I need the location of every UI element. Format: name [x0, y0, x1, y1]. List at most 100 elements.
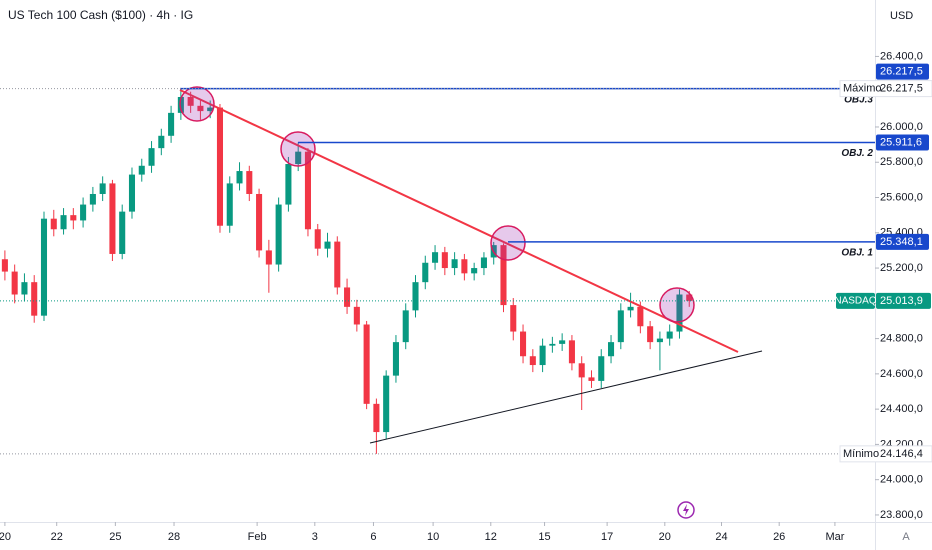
- candle-body: [451, 259, 458, 269]
- candle-body: [265, 250, 272, 265]
- candle-body: [676, 294, 683, 332]
- target-tag: [876, 134, 929, 151]
- candle-body: [148, 148, 155, 166]
- y-tick-label: 24.400,0: [880, 403, 923, 415]
- x-tick-label: 17: [601, 531, 613, 543]
- candle-body: [285, 164, 292, 205]
- extreme-name: Mínimo: [843, 448, 879, 460]
- candle-body: [549, 343, 556, 346]
- y-tick-label: 24.000,0: [880, 474, 923, 486]
- candle-body: [99, 183, 106, 194]
- extreme-tag-bg: [839, 445, 932, 463]
- candle-body: [80, 204, 87, 221]
- candle-body: [520, 331, 527, 357]
- auto-scale[interactable]: A: [902, 531, 910, 543]
- candle-body: [177, 96, 184, 113]
- x-tick-label: Feb: [248, 531, 267, 543]
- candle-body: [89, 193, 96, 205]
- candle-body: [216, 107, 224, 226]
- candle-body: [50, 218, 57, 230]
- candle-body: [70, 215, 77, 221]
- candle-body: [656, 338, 663, 343]
- x-tick-label: 25: [109, 531, 121, 543]
- x-tick-label: 12: [485, 531, 497, 543]
- extreme-tag-label: 26.217,5: [880, 83, 923, 95]
- candle-body: [119, 211, 126, 254]
- candle-body: [480, 257, 487, 269]
- target-tag-label: 26.217,5: [880, 66, 923, 78]
- candle-body: [422, 262, 429, 283]
- x-tick-label: 26: [773, 531, 785, 543]
- candle-body: [226, 183, 233, 226]
- target-label: OBJ. 2: [841, 148, 873, 159]
- symbol-tag: [836, 292, 875, 309]
- target-tag-label: 25.911,6: [880, 136, 922, 148]
- target-tag: [876, 63, 929, 80]
- candle-body: [21, 282, 28, 295]
- candle-body: [109, 183, 116, 254]
- candle-body: [529, 356, 536, 366]
- candle-body: [246, 171, 253, 194]
- candle-body: [539, 345, 546, 366]
- candle-body: [617, 310, 624, 343]
- candle-body: [588, 377, 595, 381]
- resistance-trendline: [179, 89, 739, 353]
- target-tag-label: 25.348,1: [880, 236, 923, 248]
- candle-body: [471, 268, 478, 274]
- candle-body: [31, 282, 38, 316]
- y-tick-label: 24.800,0: [880, 333, 923, 345]
- candle-body: [60, 215, 67, 230]
- y-tick-label: 25.600,0: [880, 191, 923, 203]
- y-tick-label: 25.200,0: [880, 262, 923, 274]
- currency: USD: [890, 10, 913, 22]
- candle-body: [500, 245, 507, 306]
- symbol-tag-label: NASDAQ: [834, 296, 876, 307]
- candle-body: [402, 310, 409, 343]
- x-tick-label: 15: [538, 531, 550, 543]
- extreme-tag-bg: [839, 80, 932, 98]
- x-tick-label: 10: [427, 531, 439, 543]
- x-tick-label: Mar: [825, 531, 844, 543]
- candle-body: [314, 229, 321, 249]
- x-tick-label: 3: [312, 531, 318, 543]
- target-label: OBJ. 1: [841, 248, 873, 259]
- candle-body: [304, 151, 311, 230]
- candle-body: [383, 375, 390, 433]
- candle-body: [598, 356, 605, 381]
- x-tick-label: 28: [168, 531, 180, 543]
- support-trendline: [369, 350, 763, 444]
- candle-body: [138, 165, 145, 175]
- y-tick-label: 24.600,0: [880, 368, 923, 380]
- y-tick-label: 26.000,0: [880, 121, 923, 133]
- x-tick-label: 22: [51, 531, 63, 543]
- extreme-name: Máximo: [843, 83, 882, 95]
- y-tick-label: 23.800,0: [880, 509, 923, 521]
- last-price-tag: [876, 292, 931, 309]
- x-tick-label: 24: [715, 531, 727, 543]
- touch-highlight: [179, 86, 215, 122]
- extreme-tag-label: 24.146,4: [880, 448, 923, 460]
- candle-body: [647, 326, 654, 343]
- candle-body: [334, 241, 341, 288]
- candle-body: [11, 271, 18, 295]
- touch-highlight: [659, 287, 695, 323]
- candle-body: [168, 112, 175, 136]
- candle-body: [363, 324, 370, 404]
- alert-icon[interactable]: [677, 501, 695, 519]
- candle-body: [275, 204, 282, 265]
- candle-body: [353, 306, 360, 325]
- candle-body: [637, 306, 644, 327]
- candle-body: [197, 105, 204, 112]
- candle-body: [432, 252, 439, 263]
- chart-title: US Tech 100 Cash ($100) · 4h · IG: [8, 8, 193, 22]
- candle-body: [666, 331, 673, 339]
- candle-body: [578, 363, 585, 378]
- candle-body: [344, 287, 351, 307]
- candle-body: [158, 135, 165, 149]
- candle-body: [207, 107, 214, 112]
- candle-body: [256, 193, 263, 251]
- candle-body: [236, 171, 243, 184]
- candle-body: [412, 282, 419, 311]
- x-tick-label: 6: [370, 531, 376, 543]
